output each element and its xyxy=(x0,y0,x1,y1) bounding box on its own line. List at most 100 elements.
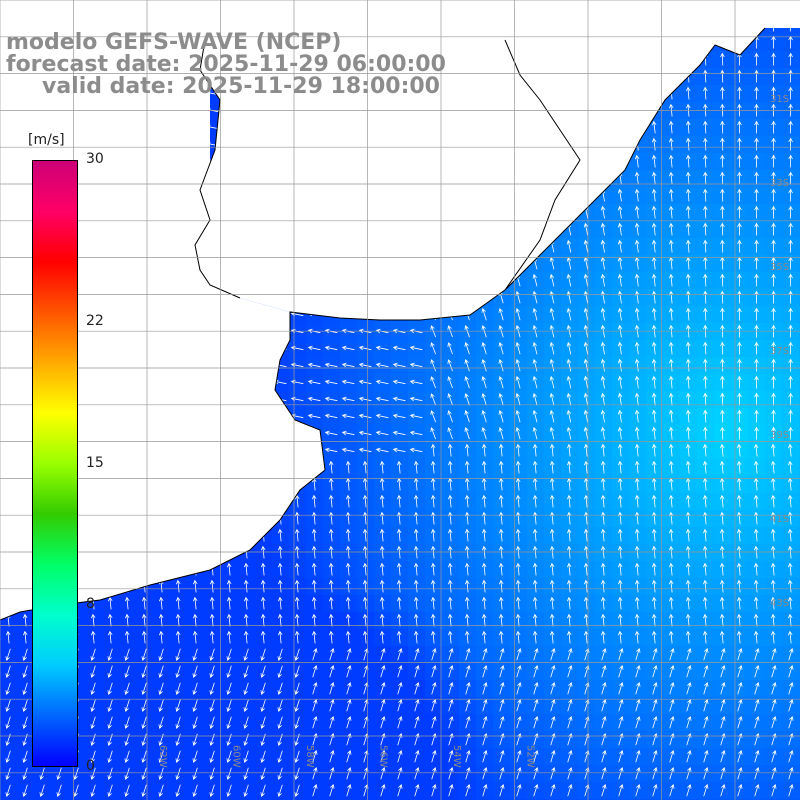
wind-arrow xyxy=(328,579,334,593)
wind-arrow xyxy=(702,613,708,627)
wind-arrow xyxy=(175,750,181,763)
wind-arrow xyxy=(703,783,709,797)
wind-arrow xyxy=(651,630,657,644)
latitude-label: 37S xyxy=(770,346,789,357)
wind-arrow xyxy=(566,528,572,542)
wind-arrow xyxy=(346,681,352,695)
wind-arrow xyxy=(481,392,487,406)
title-model: modelo GEFS-WAVE (NCEP) xyxy=(6,30,342,55)
wind-arrow xyxy=(90,648,96,661)
wind-arrow xyxy=(668,545,674,559)
wind-arrow xyxy=(668,307,674,321)
wind-arrow xyxy=(192,682,198,695)
wind-arrow xyxy=(788,273,793,287)
wind-arrow xyxy=(583,341,589,355)
wind-arrow xyxy=(703,290,708,304)
wind-arrow xyxy=(448,715,454,729)
wind-arrow xyxy=(414,698,420,712)
title-valid-date: valid date: 2025-11-29 18:00:00 xyxy=(42,74,440,99)
wind-arrow xyxy=(380,681,386,695)
wind-arrow xyxy=(549,596,555,610)
wind-arrow xyxy=(720,426,725,440)
wind-arrow xyxy=(788,154,793,168)
wind-arrow xyxy=(601,698,607,712)
wind-arrow xyxy=(737,749,743,763)
wind-arrow xyxy=(192,579,198,593)
wind-arrow xyxy=(515,545,521,559)
wind-arrow xyxy=(651,137,657,151)
wind-arrow xyxy=(703,681,709,695)
wind-arrow xyxy=(720,698,726,712)
wind-arrow xyxy=(362,596,368,610)
wind-arrow xyxy=(430,460,436,474)
wind-arrow xyxy=(651,222,657,236)
wind-arrow xyxy=(753,528,759,542)
wind-arrow xyxy=(720,341,725,355)
wind-arrow xyxy=(685,494,691,508)
wind-arrow xyxy=(600,222,606,236)
wind-arrow xyxy=(549,341,555,355)
wind-arrow xyxy=(583,307,589,321)
wind-arrow xyxy=(277,682,283,695)
wind-arrow xyxy=(397,647,403,661)
wind-arrow xyxy=(737,392,742,406)
wind-arrow xyxy=(379,630,385,644)
wind-arrow xyxy=(788,52,793,66)
wind-arrow xyxy=(669,766,675,780)
wind-arrow xyxy=(566,562,572,576)
wind-arrow xyxy=(345,545,351,559)
wind-arrow xyxy=(771,154,776,168)
wind-arrow xyxy=(737,69,742,83)
wind-arrow xyxy=(720,647,726,661)
wind-arrow xyxy=(618,647,624,661)
wind-arrow xyxy=(362,528,368,542)
wind-arrow xyxy=(720,783,726,797)
wind-arrow xyxy=(392,447,406,453)
wind-arrow xyxy=(498,613,504,627)
wind-arrow xyxy=(158,648,164,661)
wind-arrow xyxy=(635,647,641,661)
wind-arrow xyxy=(107,699,113,712)
wind-arrow xyxy=(464,376,470,389)
wind-arrow xyxy=(601,715,607,729)
wind-arrow xyxy=(464,596,470,610)
wind-arrow xyxy=(260,699,266,712)
wind-arrow xyxy=(498,494,504,508)
wind-arrow xyxy=(448,783,454,797)
wind-arrow xyxy=(686,120,691,134)
wind-arrow xyxy=(226,682,232,695)
wind-arrow xyxy=(414,681,420,695)
wind-arrow xyxy=(498,392,504,406)
wind-arrow xyxy=(652,698,658,712)
wind-arrow xyxy=(226,648,232,661)
wind-arrow xyxy=(634,290,640,304)
wind-arrow xyxy=(600,460,606,474)
wind-arrow xyxy=(311,596,317,610)
wind-arrow xyxy=(243,648,249,661)
wind-arrow xyxy=(753,545,759,559)
wind-arrow xyxy=(669,647,675,661)
wind-arrow xyxy=(651,273,657,287)
wind-arrow xyxy=(634,528,640,542)
wind-arrow xyxy=(703,222,708,236)
wind-arrow xyxy=(566,443,572,457)
wind-arrow xyxy=(566,273,572,287)
wind-arrow xyxy=(346,715,352,729)
wind-arrow xyxy=(414,749,420,763)
wind-arrow xyxy=(771,222,776,236)
wind-arrow xyxy=(754,409,759,423)
wind-arrow xyxy=(448,681,454,695)
wind-arrow xyxy=(515,613,521,627)
wind-arrow xyxy=(737,154,742,168)
wind-arrow xyxy=(532,443,538,457)
wind-arrow xyxy=(209,613,215,627)
wind-arrow xyxy=(107,648,113,661)
wind-arrow xyxy=(464,393,470,406)
wind-arrow xyxy=(396,579,402,593)
wind-arrow xyxy=(686,715,692,729)
wind-arrow xyxy=(397,698,403,712)
colorbar-tick-label: 8 xyxy=(86,596,95,613)
wind-arrow xyxy=(447,630,453,644)
wind-arrow xyxy=(634,375,640,389)
longitude-label: 56W xyxy=(378,745,389,768)
